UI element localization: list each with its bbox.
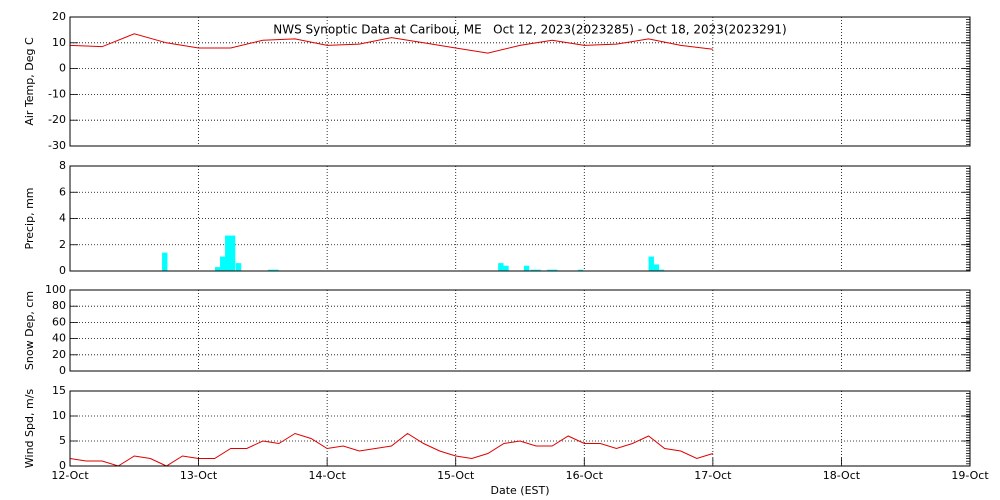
y-tick-label: 100	[45, 283, 66, 296]
y-tick-label: 6	[59, 185, 66, 198]
x-tick-label: 18-Oct	[823, 469, 861, 482]
x-tick-label: 17-Oct	[694, 469, 732, 482]
y-tick-label: 10	[52, 409, 66, 422]
chart-title: NWS Synoptic Data at Caribou, ME Oct 12,…	[273, 23, 787, 37]
x-tick-label: 16-Oct	[566, 469, 604, 482]
bar	[235, 263, 242, 271]
y-tick-label: 10	[52, 36, 66, 49]
data-line	[69, 33, 713, 54]
bar	[498, 263, 504, 271]
y-tick-label: 8	[59, 159, 66, 172]
x-tick-label: 15-Oct	[437, 469, 475, 482]
y-axis-label: Air Temp, Deg C	[23, 37, 36, 126]
panel-frame	[69, 16, 971, 147]
x-tick-label: 13-Oct	[180, 469, 218, 482]
x-tick-label: 12-Oct	[51, 469, 89, 482]
panel-frame	[69, 165, 971, 272]
bar	[273, 269, 279, 271]
y-tick-label: 40	[52, 332, 66, 345]
bar	[225, 235, 231, 271]
y-axis-label: Snow Dep, cm	[23, 291, 36, 370]
y-tick-label: 0	[59, 62, 66, 75]
panel-frame	[69, 390, 971, 467]
bar	[215, 267, 221, 271]
bar	[547, 269, 553, 271]
y-tick-label: -30	[48, 139, 66, 152]
y-tick-label: 5	[59, 434, 66, 447]
bar	[577, 269, 584, 271]
bar	[552, 269, 558, 271]
y-axis-label: Wind Spd, m/s	[23, 389, 36, 469]
y-tick-label: 60	[52, 315, 66, 328]
x-axis-label: Date (EST)	[490, 484, 549, 497]
bar	[162, 252, 168, 271]
panel-frame	[69, 289, 971, 372]
y-tick-label: 2	[59, 238, 66, 251]
y-tick-label: 20	[52, 348, 66, 361]
bar	[503, 265, 509, 271]
y-tick-label: 4	[59, 212, 66, 225]
y-tick-label: 80	[52, 299, 66, 312]
y-tick-label: -20	[48, 113, 66, 126]
bar	[220, 256, 226, 271]
bar	[648, 256, 654, 271]
bar	[268, 269, 274, 271]
y-axis-label: Precip, mm	[23, 188, 36, 250]
y-tick-label: 20	[52, 10, 66, 23]
x-tick-label: 14-Oct	[308, 469, 346, 482]
bar	[653, 264, 660, 271]
bar	[229, 235, 236, 271]
bar	[523, 265, 530, 271]
y-tick-label: -10	[48, 87, 66, 100]
bar	[658, 269, 665, 271]
y-tick-label: 0	[59, 364, 66, 377]
y-tick-label: 0	[59, 459, 66, 472]
bar	[535, 269, 541, 271]
data-line	[69, 432, 714, 467]
x-tick-label: 19-Oct	[951, 469, 989, 482]
y-tick-label: 0	[59, 264, 66, 277]
y-tick-label: 15	[52, 384, 66, 397]
bar	[530, 269, 536, 271]
